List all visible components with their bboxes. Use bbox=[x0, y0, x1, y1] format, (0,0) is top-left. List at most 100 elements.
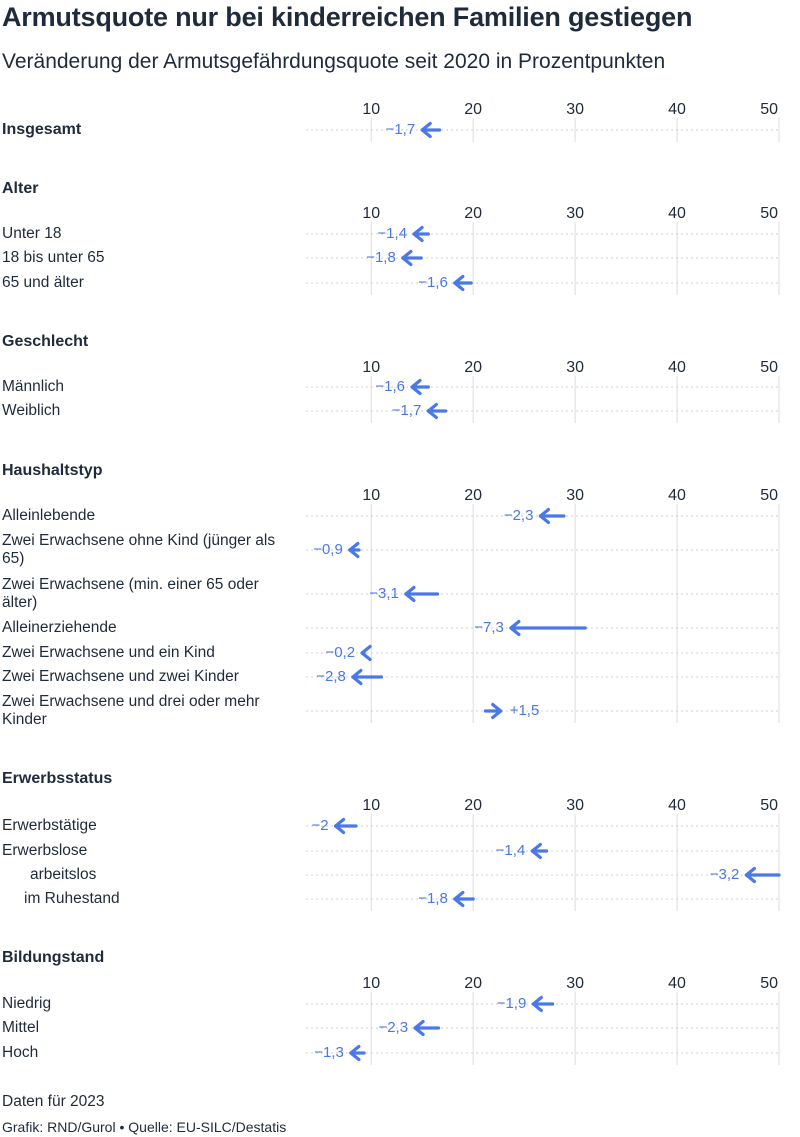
row-label: Insgesamt bbox=[2, 121, 82, 138]
row: Niedrig −1,9 bbox=[2, 995, 779, 1013]
tick-label: 30 bbox=[566, 205, 584, 222]
change-label: −1,6 bbox=[375, 378, 405, 395]
data-note: Daten für 2023 bbox=[2, 1093, 105, 1110]
arrow-head bbox=[413, 1019, 425, 1037]
section-title: Alter bbox=[2, 180, 38, 197]
change-label: −2,3 bbox=[504, 507, 534, 524]
tick-label: 10 bbox=[362, 975, 380, 992]
row-label: Zwei Erwachsene und ein Kind bbox=[2, 644, 215, 661]
tick-label: 40 bbox=[668, 359, 686, 376]
tick-label: 50 bbox=[760, 205, 778, 222]
row-label: 65 und älter bbox=[2, 274, 84, 291]
row-label: Zwei Erwachsene ohne Kind (jünger als 65) bbox=[2, 532, 275, 567]
tick-label: 40 bbox=[668, 975, 686, 992]
section-title: Erwerbsstatus bbox=[2, 770, 112, 787]
tick-label: 20 bbox=[464, 205, 482, 222]
row-label: Hoch bbox=[2, 1044, 38, 1061]
change-label: −1,4 bbox=[496, 842, 526, 859]
arrow-head bbox=[412, 225, 424, 243]
row: Zwei Erwachsene und drei oder mehr Kinder… bbox=[2, 693, 779, 728]
arrow-head bbox=[333, 817, 346, 835]
tick-label: 20 bbox=[464, 359, 482, 376]
change-label: −1,6 bbox=[418, 274, 448, 291]
row: Zwei Erwachsene ohne Kind (jünger als 65)… bbox=[2, 532, 779, 567]
change-label: −1,3 bbox=[314, 1044, 344, 1061]
row: Hoch −1,3 bbox=[2, 1044, 779, 1062]
section-0: 10 20 30 40 50 Insgesamt −1,7 bbox=[2, 101, 780, 142]
arrow-head bbox=[426, 402, 438, 420]
change-label: −1,7 bbox=[386, 121, 416, 138]
label-line: Zwei Erwachsene ohne Kind (jünger als bbox=[2, 532, 275, 549]
row: Zwei Erwachsene und ein Kind −0,2 bbox=[2, 644, 779, 662]
section-3: Haushaltstyp 10 20 30 40 50 Alleinlebende −2,3 Z… bbox=[2, 462, 780, 728]
row-label: Unter 18 bbox=[2, 225, 61, 242]
label-line: Zwei Erwachsene und drei oder mehr bbox=[2, 693, 260, 710]
tick-label: 30 bbox=[566, 797, 584, 814]
row-label: Weiblich bbox=[2, 402, 60, 419]
tick-label: 40 bbox=[668, 101, 686, 118]
row-label: Zwei Erwachsene und zwei Kinder bbox=[2, 668, 239, 685]
row-label: Erwerbslose bbox=[2, 842, 87, 859]
tick-label: 10 bbox=[362, 359, 380, 376]
arrow-head bbox=[349, 1044, 361, 1062]
source-line: Grafik: RND/Gurol • Quelle: EU-SILC/Dest… bbox=[2, 1119, 286, 1135]
arrow-head bbox=[404, 585, 416, 603]
tick-label: 50 bbox=[760, 797, 778, 814]
change-label: −2 bbox=[311, 817, 328, 834]
tick-label: 40 bbox=[668, 797, 686, 814]
change-label: −2,3 bbox=[378, 1019, 408, 1036]
change-label: −0,9 bbox=[313, 541, 343, 558]
change-label: −0,2 bbox=[325, 644, 355, 661]
arrow-head bbox=[453, 890, 465, 908]
row-label: Zwei Erwachsene (min. einer 65 oder älter… bbox=[2, 576, 259, 611]
tick-label: 20 bbox=[464, 487, 482, 504]
tick-label: 30 bbox=[566, 101, 584, 118]
row: Alleinerziehende −7,3 bbox=[2, 619, 779, 637]
row-label: Männlich bbox=[2, 378, 64, 395]
row-label: Mittel bbox=[2, 1019, 39, 1036]
tick-label: 40 bbox=[668, 487, 686, 504]
section-5: Bildungstand 10 20 30 40 50 Niedrig −1,9 Mittel −… bbox=[2, 949, 780, 1065]
section-title: Bildungstand bbox=[2, 949, 104, 966]
row-label: Erwerbstätige bbox=[2, 817, 97, 834]
change-label: −3,2 bbox=[710, 866, 740, 883]
row: Alleinlebende −2,3 bbox=[2, 507, 779, 525]
arrow-head bbox=[360, 644, 372, 662]
row: Männlich −1,6 bbox=[2, 378, 779, 396]
arrow-head bbox=[538, 507, 551, 525]
arrow-head bbox=[410, 378, 422, 396]
row-label: 18 bis unter 65 bbox=[2, 249, 105, 266]
row-label: Zwei Erwachsene und drei oder mehr Kinder bbox=[2, 693, 260, 728]
change-label: −1,8 bbox=[366, 249, 396, 266]
change-label: −3,1 bbox=[369, 585, 399, 602]
label-line: Zwei Erwachsene (min. einer 65 oder bbox=[2, 576, 259, 593]
arrow-head bbox=[491, 702, 503, 720]
change-label: −1,9 bbox=[497, 995, 527, 1012]
section-title: Geschlecht bbox=[2, 333, 89, 350]
arrow-chart: 10 20 30 40 50 Insgesamt −1,7 Alter 10 20 30 40 50 Un… bbox=[2, 101, 781, 1065]
arrow-head bbox=[509, 619, 521, 637]
tick-label: 30 bbox=[566, 359, 584, 376]
row: Insgesamt −1,7 bbox=[2, 121, 779, 138]
row: 65 und älter −1,6 bbox=[2, 274, 779, 292]
row-label: Alleinlebende bbox=[2, 507, 95, 524]
tick-label: 10 bbox=[362, 205, 380, 222]
arrow-head bbox=[744, 866, 756, 884]
source-text: Quelle: EU-SILC/Destatis bbox=[128, 1119, 287, 1135]
row-label: Niedrig bbox=[2, 995, 51, 1012]
tick-label: 40 bbox=[668, 205, 686, 222]
arrow-head bbox=[348, 541, 360, 559]
separator-dot: • bbox=[119, 1119, 125, 1135]
change-label: −1,7 bbox=[392, 402, 422, 419]
chart-title: Armutsquote nur bei kinderreichen Famili… bbox=[2, 2, 693, 32]
row: 18 bis unter 65 −1,8 bbox=[2, 249, 779, 267]
section-title: Haushaltstyp bbox=[2, 462, 103, 479]
change-label: −1,4 bbox=[377, 225, 407, 242]
row: Zwei Erwachsene (min. einer 65 oder älter… bbox=[2, 576, 779, 611]
tick-label: 50 bbox=[760, 975, 778, 992]
row: im Ruhestand −1,8 bbox=[24, 890, 779, 908]
label-line: 65) bbox=[2, 550, 24, 567]
tick-label: 50 bbox=[760, 101, 778, 118]
tick-label: 20 bbox=[464, 101, 482, 118]
